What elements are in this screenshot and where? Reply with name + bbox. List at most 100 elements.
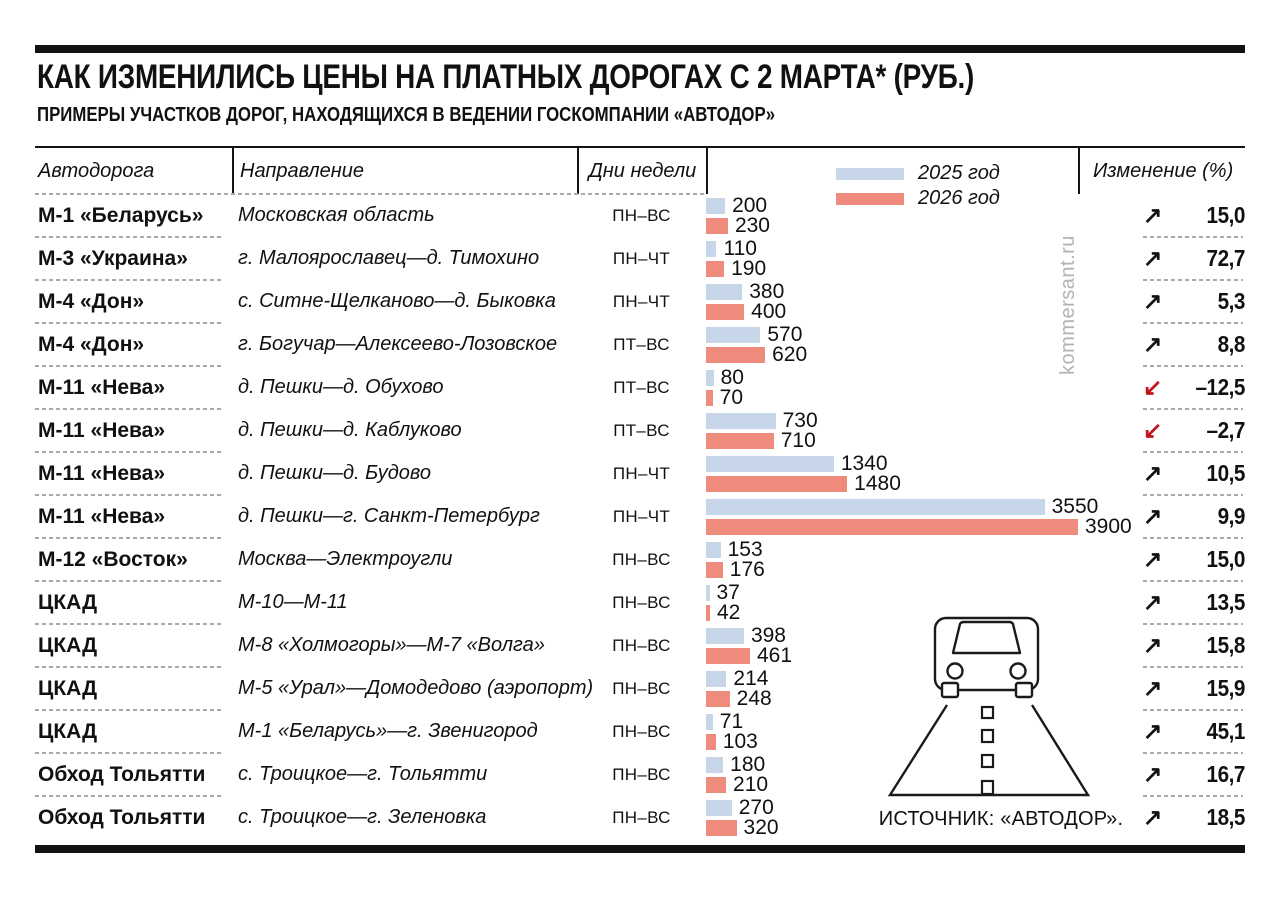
bars-cell: 80 70 <box>706 366 1078 409</box>
bar-2026-label: 70 <box>719 386 744 409</box>
column-header-direction: Направление <box>232 148 577 194</box>
change-cell: ↗ 45,1 <box>1078 718 1245 745</box>
car-right-wheel <box>1014 681 1034 699</box>
source-note: ИСТОЧНИК: «АВТОДОР». <box>878 808 1124 830</box>
bar-row-2025: 3550 <box>706 496 1098 517</box>
change-value: 72,7 <box>1206 245 1246 271</box>
legend-label-2025: 2025 год <box>918 162 1000 184</box>
change-cell: ↙ –2,7 <box>1078 417 1245 444</box>
change-cell: ↗ 8,8 <box>1078 331 1245 358</box>
days-text: ПН–ВС <box>612 635 671 655</box>
table-row: М-11 «Нева» д. Пешки—д. Обухово ПТ–ВС 80… <box>35 366 1245 410</box>
bar-2026 <box>706 389 713 406</box>
trend-icon: ↗ <box>1143 202 1163 228</box>
change-box: ↗ 5,3 <box>1143 288 1245 315</box>
bar-2025 <box>706 799 732 816</box>
change-value: 15,0 <box>1206 202 1246 228</box>
direction-text: д. Пешки—д. Обухово <box>238 376 444 398</box>
days-text: ПН–ВС <box>612 678 671 698</box>
bar-2025 <box>706 627 744 644</box>
bar-row-2025: 1340 <box>706 453 1078 474</box>
bar-row-2026: 190 <box>706 258 1078 279</box>
change-box: ↗ 18,5 <box>1143 804 1245 831</box>
trend-icon: ↗ <box>1143 503 1163 529</box>
change-value: 8,8 <box>1217 331 1246 357</box>
bar-2026-label: 42 <box>717 601 741 624</box>
bar-row-2025: 214 <box>706 668 1078 689</box>
bar-2026-label: 3900 <box>1085 515 1132 538</box>
column-header-bars: 2025 год 2026 год <box>706 148 1078 209</box>
change-value: –12,5 <box>1195 374 1245 400</box>
bar-2026-label: 103 <box>722 730 758 753</box>
bar-2026 <box>706 604 710 621</box>
days-text: ПН–ВС <box>612 807 671 827</box>
top-rule <box>35 45 1245 53</box>
direction-text: г. Малоярославец—д. Тимохино <box>238 247 540 269</box>
trend-icon: ↗ <box>1143 632 1163 658</box>
direction-text: г. Богучар—Алексеево-Лозовское <box>238 333 558 355</box>
table-row: М-12 «Восток» Москва—Электроугли ПН–ВС 1… <box>35 538 1245 582</box>
days-text: ПН–ЧТ <box>612 248 671 268</box>
bar-2026-label: 210 <box>733 773 769 796</box>
bar-2025-label: 80 <box>720 366 744 389</box>
bar-2025 <box>706 369 714 386</box>
bar-2026-label: 176 <box>729 558 765 581</box>
table-row: М-4 «Дон» г. Богучар—Алексеево-Лозовское… <box>35 323 1245 367</box>
table-row: М-3 «Украина» г. Малоярославец—д. Тимохи… <box>35 237 1246 281</box>
change-box: ↗ 15,8 <box>1143 632 1245 659</box>
change-value: 18,5 <box>1206 804 1246 830</box>
road-name: ЦКАД <box>38 676 98 700</box>
bars-cell: 153 176 <box>706 538 1078 581</box>
change-box: ↙ –12,5 <box>1143 374 1245 401</box>
days-text: ПТ–ВС <box>613 420 670 440</box>
change-value: 9,9 <box>1217 503 1246 529</box>
bar-2025 <box>706 455 834 472</box>
road-name: Обход Тольятти <box>38 805 206 829</box>
bar-2026 <box>706 690 730 707</box>
bar-2026 <box>706 733 716 750</box>
change-cell: ↗ 15,8 <box>1078 632 1245 659</box>
days-text: ПН–ВС <box>612 592 671 612</box>
direction-text: Москва—Электроугли <box>238 548 453 570</box>
bar-2026 <box>706 432 774 449</box>
direction-text: с. Троицкое—г. Зеленовка <box>238 806 487 828</box>
road-name: Обход Тольятти <box>38 762 206 786</box>
change-value: 10,5 <box>1206 460 1246 486</box>
bar-2026 <box>706 217 728 234</box>
bar-2025 <box>706 498 1045 515</box>
bar-2025 <box>706 412 776 429</box>
trend-icon: ↗ <box>1143 331 1163 357</box>
road-name: М-11 «Нева» <box>38 375 166 399</box>
bar-row-2025: 180 <box>706 754 1078 775</box>
change-value: 15,9 <box>1206 675 1246 701</box>
change-cell: ↗ 15,9 <box>1078 675 1245 702</box>
bar-row-2026: 248 <box>706 688 1078 709</box>
bar-row-2026: 103 <box>706 730 1078 753</box>
bar-row-2026: 3900 <box>706 516 1132 537</box>
bar-2026-label: 461 <box>756 644 793 667</box>
bar-2025-label: 730 <box>782 409 818 432</box>
bar-row-2026: 42 <box>706 601 1078 624</box>
days-text: ПН–ВС <box>612 721 671 741</box>
trend-icon: ↗ <box>1143 675 1163 701</box>
road-name: М-11 «Нева» <box>38 504 166 528</box>
car-windshield-icon <box>951 620 1022 655</box>
table-row: М-11 «Нева» д. Пешки—д. Будово ПН–ЧТ 134… <box>35 452 1246 496</box>
change-cell: ↗ 15,0 <box>1078 546 1245 573</box>
trend-icon: ↗ <box>1143 804 1163 830</box>
bars-cell: 71 103 <box>706 710 1078 753</box>
bar-2026 <box>706 776 727 793</box>
change-box: ↗ 13,5 <box>1143 589 1245 616</box>
bars-cell: 380 400 <box>706 280 1078 323</box>
change-value: 45,1 <box>1206 718 1246 744</box>
change-box: ↗ 8,8 <box>1143 331 1245 358</box>
table-header: Автодорога Направление Дни недели 2025 г… <box>35 148 1245 209</box>
trend-icon: ↗ <box>1143 718 1163 744</box>
direction-text: Московская область <box>238 204 435 226</box>
bar-row-2026: 1480 <box>706 473 1078 494</box>
bar-2025 <box>706 713 713 730</box>
bar-2026 <box>706 518 1078 535</box>
direction-text: с. Троицкое—г. Тольятти <box>238 763 488 785</box>
bar-2025-label: 200 <box>732 194 768 217</box>
